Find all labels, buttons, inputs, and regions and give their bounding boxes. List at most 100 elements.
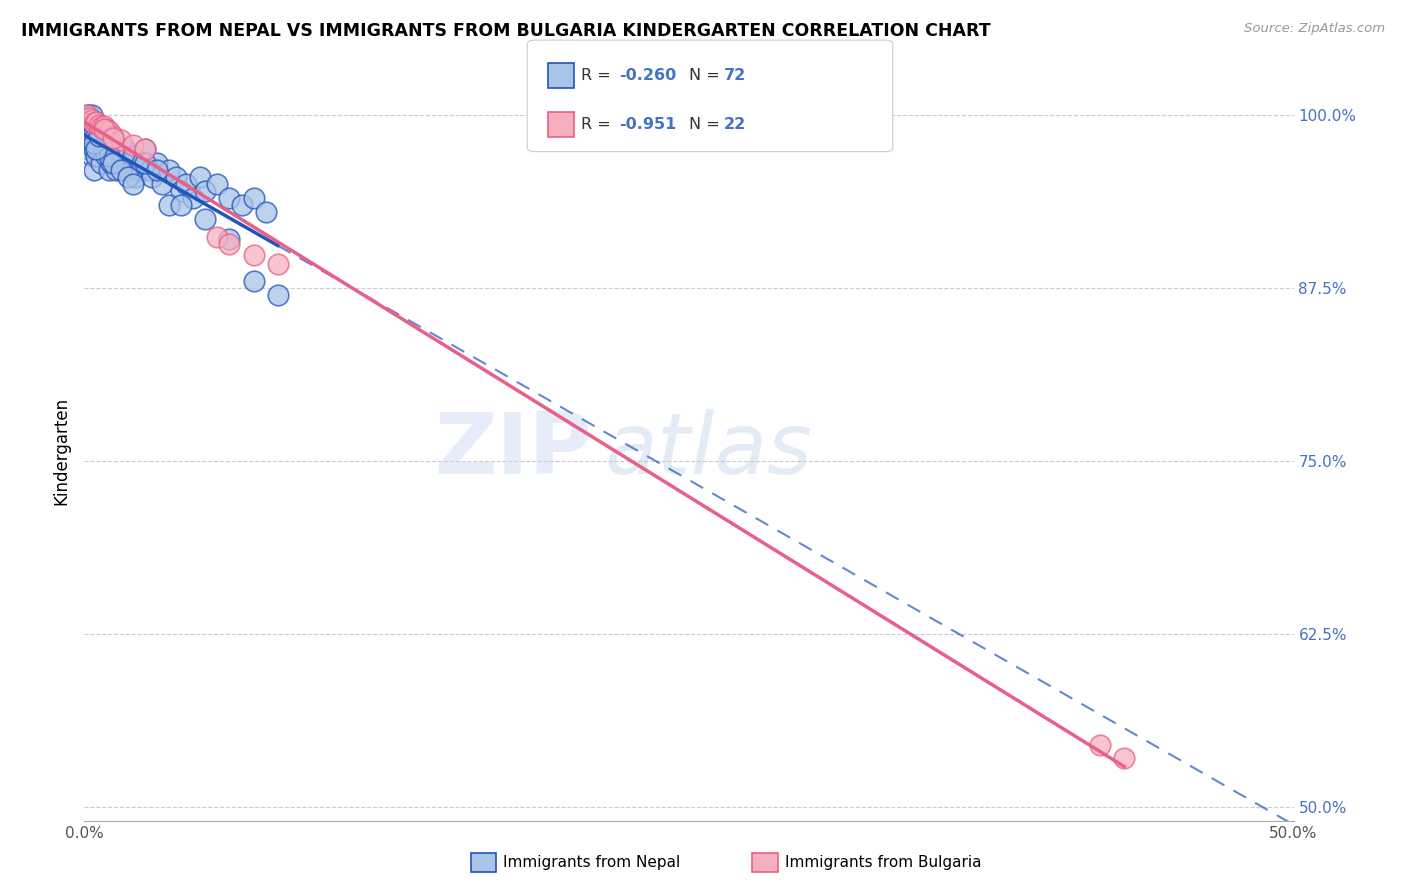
Point xyxy=(194,211,217,226)
Point xyxy=(117,163,139,178)
Point xyxy=(141,170,163,185)
Point xyxy=(104,163,127,178)
Point xyxy=(86,115,108,129)
Point xyxy=(90,156,112,170)
Point xyxy=(77,121,100,136)
Point xyxy=(94,128,117,143)
Point xyxy=(157,163,180,178)
Point xyxy=(121,177,143,191)
Point xyxy=(77,111,100,125)
Point xyxy=(86,143,108,157)
Text: Source: ZipAtlas.com: Source: ZipAtlas.com xyxy=(1244,22,1385,36)
Point xyxy=(112,149,135,163)
Point xyxy=(267,287,290,301)
Point xyxy=(93,143,115,157)
Text: 22: 22 xyxy=(724,117,747,132)
Point xyxy=(218,191,240,205)
Point xyxy=(127,163,149,178)
Point xyxy=(114,143,136,157)
Point xyxy=(120,156,142,170)
Point xyxy=(254,204,277,219)
Text: atlas: atlas xyxy=(605,409,813,492)
Point xyxy=(86,128,108,143)
Point xyxy=(174,177,197,191)
Point xyxy=(103,149,125,163)
Y-axis label: Kindergarten: Kindergarten xyxy=(52,396,70,505)
Point xyxy=(107,143,129,157)
Point xyxy=(242,247,264,261)
Point xyxy=(110,156,132,170)
Point xyxy=(134,156,156,170)
Point xyxy=(231,198,253,212)
Text: ZIP: ZIP xyxy=(434,409,592,492)
Point xyxy=(76,108,98,122)
Point xyxy=(76,108,98,122)
Text: IMMIGRANTS FROM NEPAL VS IMMIGRANTS FROM BULGARIA KINDERGARTEN CORRELATION CHART: IMMIGRANTS FROM NEPAL VS IMMIGRANTS FROM… xyxy=(21,22,991,40)
Point xyxy=(138,163,160,178)
Point xyxy=(110,163,132,178)
Point xyxy=(170,184,193,198)
Point xyxy=(267,257,290,271)
Point xyxy=(97,143,120,157)
Point xyxy=(165,170,187,185)
Point xyxy=(242,274,264,288)
Point xyxy=(124,170,146,185)
Text: N =: N = xyxy=(689,117,725,132)
Point xyxy=(93,121,115,136)
Point xyxy=(86,149,108,163)
Point xyxy=(103,156,125,170)
Point xyxy=(218,232,240,246)
Point xyxy=(207,229,229,244)
Text: Immigrants from Nepal: Immigrants from Nepal xyxy=(503,855,681,870)
Point xyxy=(146,163,169,178)
Point xyxy=(121,138,143,153)
Point xyxy=(117,170,139,185)
Point xyxy=(1088,738,1111,752)
Point xyxy=(150,177,173,191)
Text: 72: 72 xyxy=(724,68,747,83)
Text: R =: R = xyxy=(581,68,616,83)
Point xyxy=(207,177,229,191)
Text: R =: R = xyxy=(581,117,616,132)
Point xyxy=(83,136,105,150)
Point xyxy=(90,128,112,143)
Point xyxy=(90,120,112,135)
Point xyxy=(121,149,143,163)
Point xyxy=(1114,751,1136,765)
Point xyxy=(80,113,103,128)
Point xyxy=(181,191,204,205)
Point xyxy=(242,191,264,205)
Point xyxy=(86,115,108,129)
Point xyxy=(76,136,98,150)
Text: Immigrants from Bulgaria: Immigrants from Bulgaria xyxy=(785,855,981,870)
Point xyxy=(83,116,105,130)
Point xyxy=(77,108,100,122)
Point xyxy=(83,163,105,178)
Text: N =: N = xyxy=(689,68,725,83)
Text: -0.951: -0.951 xyxy=(619,117,676,132)
Point xyxy=(194,184,217,198)
Point xyxy=(100,156,122,170)
Point xyxy=(103,128,125,143)
Point xyxy=(80,149,103,163)
Point xyxy=(94,121,117,136)
Point xyxy=(218,236,240,251)
Point xyxy=(170,198,193,212)
Point xyxy=(87,143,110,157)
Point xyxy=(93,136,115,150)
Point xyxy=(80,115,103,129)
Point xyxy=(94,149,117,163)
Point xyxy=(134,143,156,157)
Point xyxy=(83,121,105,136)
Point xyxy=(87,121,110,136)
Point xyxy=(146,156,169,170)
Point xyxy=(97,124,120,138)
Point xyxy=(97,149,120,163)
Point xyxy=(77,143,100,157)
Point xyxy=(87,118,110,132)
Point xyxy=(87,128,110,143)
Text: -0.260: -0.260 xyxy=(619,68,676,83)
Point xyxy=(134,143,156,157)
Point xyxy=(110,133,132,147)
Point xyxy=(97,163,120,178)
